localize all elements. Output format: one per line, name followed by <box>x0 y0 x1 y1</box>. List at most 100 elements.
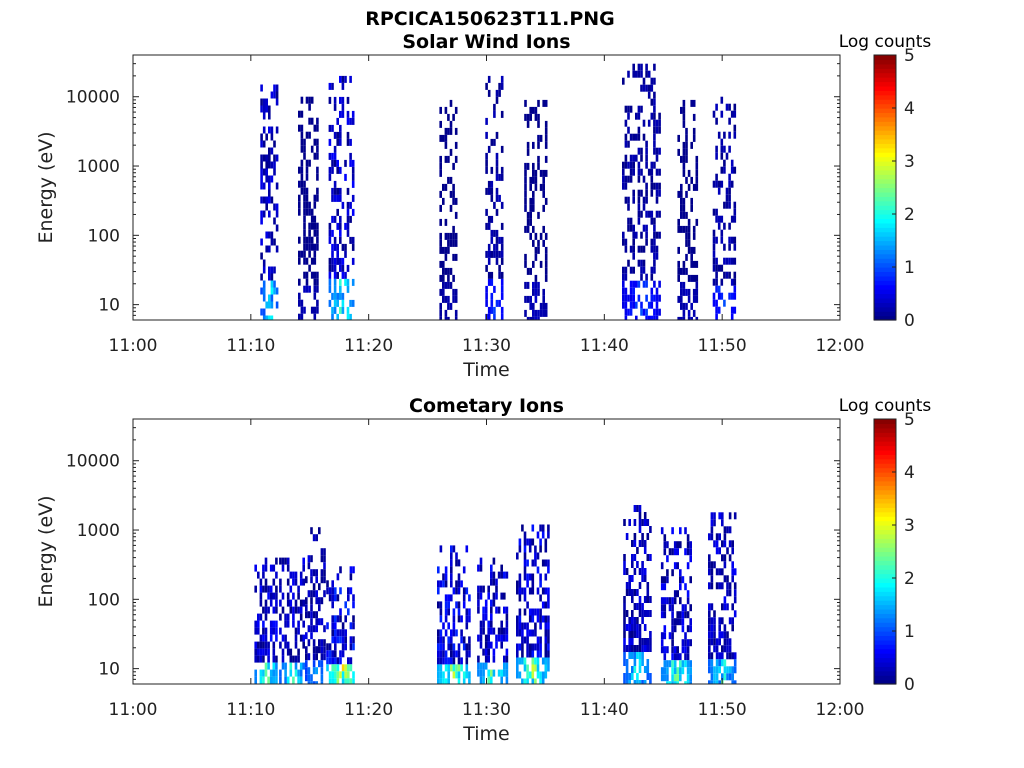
cell <box>315 681 318 685</box>
cell <box>647 301 651 309</box>
cell <box>333 292 337 300</box>
cell <box>718 638 721 646</box>
cell <box>334 664 337 672</box>
y-tick-label: 10000 <box>66 452 120 472</box>
cell <box>265 231 268 239</box>
cell <box>352 566 355 574</box>
cell <box>297 648 300 656</box>
cell <box>682 309 686 317</box>
colorbar-segment <box>874 432 896 438</box>
cell <box>640 231 643 239</box>
colorbar-segment <box>874 271 896 277</box>
cell <box>333 131 337 139</box>
cell <box>447 643 450 651</box>
cell <box>523 678 527 684</box>
cell <box>450 664 453 672</box>
cell <box>679 527 682 535</box>
cell <box>638 680 642 685</box>
cell <box>679 576 682 584</box>
cell <box>708 533 711 541</box>
cell <box>262 140 266 148</box>
cell <box>485 222 488 230</box>
cell <box>439 671 443 679</box>
cell <box>326 587 329 595</box>
cell <box>328 643 332 651</box>
cell <box>284 641 287 649</box>
cell <box>636 645 639 652</box>
cell <box>315 590 318 598</box>
cell <box>273 280 276 288</box>
cell <box>625 673 629 680</box>
cell <box>310 604 313 612</box>
colorbar-segment <box>874 205 896 211</box>
cell <box>270 238 274 246</box>
cell <box>733 596 737 604</box>
cell <box>682 162 686 170</box>
cell <box>733 659 737 667</box>
cell <box>447 657 450 665</box>
cell <box>447 239 450 247</box>
cell <box>495 236 499 244</box>
cell <box>493 285 496 293</box>
cell <box>623 631 626 638</box>
cell <box>447 608 450 616</box>
cell <box>492 669 496 677</box>
cell <box>346 208 350 216</box>
colorbar-segment <box>874 200 896 206</box>
cell <box>728 526 732 534</box>
cell <box>490 194 494 202</box>
cell <box>257 627 260 635</box>
cell <box>336 250 339 258</box>
cell <box>312 534 316 542</box>
cell <box>537 99 540 107</box>
cell <box>733 103 737 111</box>
cell <box>728 645 732 653</box>
cell <box>686 541 690 549</box>
cell <box>728 201 731 209</box>
cell <box>450 629 453 637</box>
cell <box>444 134 448 142</box>
cell <box>720 138 724 146</box>
colorbar-segment <box>874 209 896 215</box>
colorbar-tick-label: 1 <box>904 258 915 278</box>
cell <box>526 538 529 546</box>
cell <box>264 564 268 572</box>
cell <box>487 89 491 97</box>
cell <box>638 603 642 610</box>
cell <box>505 676 509 684</box>
cell <box>477 585 480 593</box>
cell <box>728 103 731 111</box>
cell <box>712 292 716 300</box>
cell <box>728 236 731 244</box>
cell <box>685 267 688 275</box>
cell <box>336 573 340 581</box>
cell <box>524 162 527 170</box>
cell <box>328 236 332 244</box>
cell <box>534 183 538 191</box>
cell <box>633 589 637 596</box>
cell <box>341 299 345 307</box>
cell <box>305 278 309 286</box>
cell <box>650 161 654 169</box>
cell <box>692 127 696 135</box>
cell <box>275 627 278 635</box>
cell <box>339 194 342 202</box>
cell <box>305 576 308 584</box>
burst <box>622 63 661 321</box>
cell <box>281 557 285 565</box>
burst <box>524 99 548 321</box>
cell <box>503 662 506 670</box>
colorbar-tick-label: 3 <box>904 152 915 172</box>
cell <box>442 622 445 630</box>
cell <box>439 302 442 310</box>
cell <box>676 653 679 661</box>
cell <box>284 669 287 677</box>
cell <box>333 180 337 188</box>
cell <box>682 197 686 205</box>
cell <box>449 99 453 107</box>
cell <box>685 288 688 296</box>
cell <box>455 580 458 588</box>
cell <box>733 271 737 279</box>
cell <box>687 309 691 317</box>
cell <box>320 576 324 584</box>
